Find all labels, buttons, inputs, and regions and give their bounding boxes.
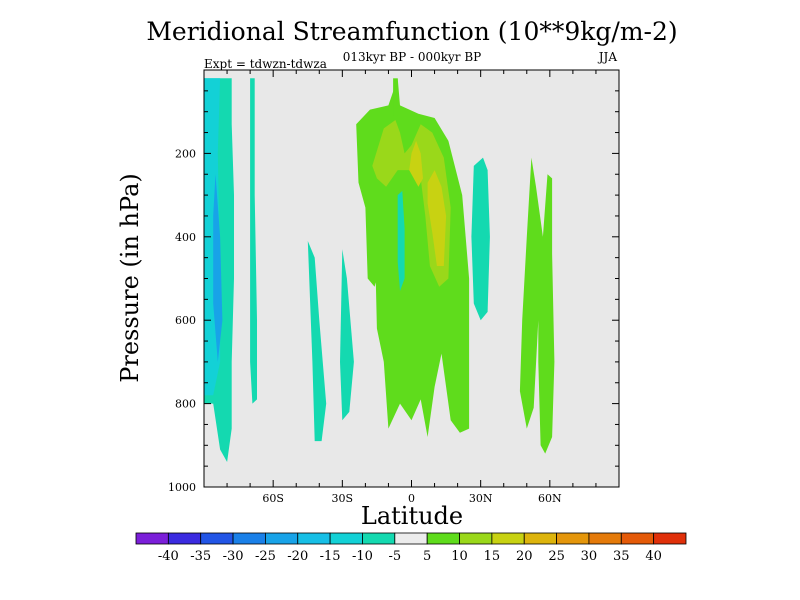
colorbar-label: 35 bbox=[613, 549, 630, 564]
colorbar-label: 25 bbox=[548, 549, 565, 564]
colorbar-swatch bbox=[588, 532, 622, 545]
contour-region-eq-top-green bbox=[393, 78, 398, 116]
colorbar-label: -25 bbox=[255, 549, 276, 564]
colorbar-label: -15 bbox=[320, 549, 341, 564]
contour-region-core-yellow bbox=[427, 170, 447, 266]
contour-region-nh-midlat-cyan bbox=[471, 157, 490, 321]
colorbar-label: 15 bbox=[484, 549, 501, 564]
colorbar-swatch bbox=[167, 532, 202, 545]
chart-title: Meridional Streamfunction (10**9kg/m-2) bbox=[146, 17, 677, 46]
contour-region-nh-60-green bbox=[519, 157, 555, 454]
colorbar-swatch bbox=[426, 532, 460, 545]
colorbar-swatch bbox=[394, 532, 428, 545]
colorbar-label: -10 bbox=[352, 549, 373, 564]
y-tick-label: 400 bbox=[175, 231, 196, 244]
x-tick-label: 30S bbox=[332, 492, 354, 505]
colorbar-label: 30 bbox=[581, 549, 598, 564]
colorbar-swatch bbox=[491, 532, 525, 545]
colorbar-swatch bbox=[362, 532, 396, 545]
colorbar-label: -40 bbox=[158, 549, 179, 564]
colorbar-label: -20 bbox=[287, 549, 308, 564]
colorbar-label: 40 bbox=[645, 549, 662, 564]
contour-region-sh-60-strip bbox=[250, 78, 257, 404]
x-tick-label: 60N bbox=[538, 492, 562, 505]
colorbar-swatch bbox=[556, 532, 590, 545]
axes: 200 400 600 800 1000 60S 30S 0 30N 60N bbox=[168, 69, 620, 505]
contour-region-upper-yellow bbox=[409, 140, 423, 187]
colorbar-swatch bbox=[232, 532, 266, 545]
contour-region-sh-midlat-b bbox=[340, 249, 354, 421]
x-tick-label: 0 bbox=[408, 492, 415, 505]
season-label: JJA bbox=[597, 50, 618, 64]
colorbar-label: 5 bbox=[423, 549, 431, 564]
y-tick-label: 800 bbox=[175, 398, 196, 411]
contour-region-sh-midlat-a bbox=[307, 241, 327, 442]
colorbar-swatch bbox=[459, 532, 493, 545]
colorbar-label: 20 bbox=[516, 549, 533, 564]
y-tick-label: 600 bbox=[175, 314, 196, 327]
colorbar-swatch bbox=[523, 532, 557, 545]
colorbar-label: 10 bbox=[451, 549, 468, 564]
colorbar-swatch bbox=[135, 532, 169, 545]
colorbar: -40 -35 -30 -25 -20 -15 -10 -5 5 10 15 20 25 30 35 40 bbox=[135, 532, 687, 564]
x-axis-label: Latitude bbox=[361, 502, 463, 530]
colorbar-swatch bbox=[329, 532, 363, 545]
experiment-label: Expt = tdwzn-tdwza bbox=[204, 57, 327, 71]
plot-area bbox=[204, 70, 619, 487]
x-tick-label: 60S bbox=[262, 492, 284, 505]
contour-region-eq-cyan bbox=[397, 190, 405, 291]
contour-region-upper-yellowgreen bbox=[372, 120, 451, 287]
y-tick-label: 200 bbox=[175, 147, 196, 160]
colorbar-swatch bbox=[265, 532, 299, 545]
colorbar-swatch bbox=[653, 532, 687, 545]
contour-region-sh-polar-core bbox=[213, 174, 223, 362]
colorbar-label: -30 bbox=[223, 549, 244, 564]
colorbar-swatch bbox=[200, 532, 234, 545]
x-tick-label: 30N bbox=[469, 492, 493, 505]
colorbar-label: -35 bbox=[190, 549, 211, 564]
y-axis-label: Pressure (in hPa) bbox=[116, 173, 144, 383]
colorbar-swatch bbox=[620, 532, 655, 545]
chart-subtitle: 013kyr BP - 000kyr BP bbox=[343, 50, 481, 64]
y-tick-label: 1000 bbox=[168, 481, 196, 494]
colorbar-swatch bbox=[297, 532, 331, 545]
colorbar-label: -5 bbox=[388, 549, 401, 564]
